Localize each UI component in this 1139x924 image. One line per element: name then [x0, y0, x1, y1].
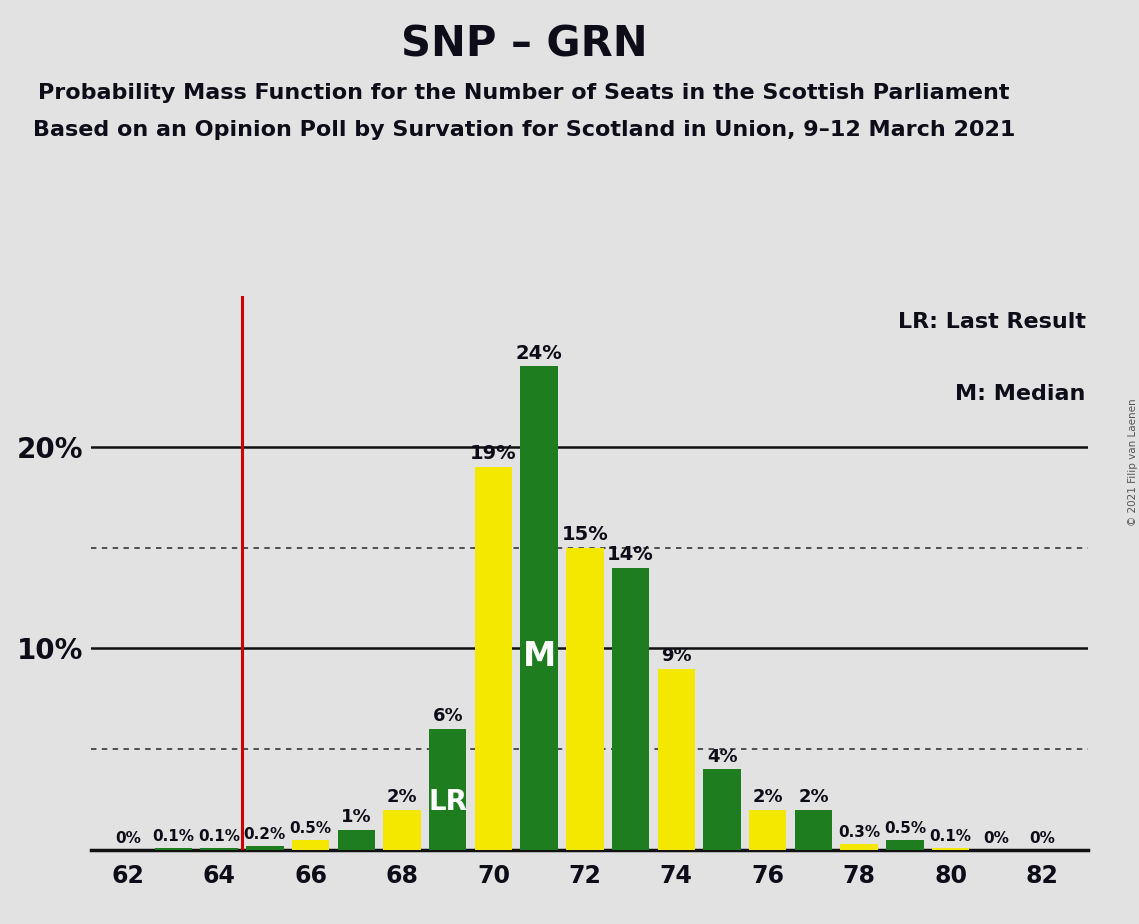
Bar — [292, 840, 329, 850]
Text: SNP – GRN: SNP – GRN — [401, 23, 647, 65]
Bar — [795, 809, 833, 850]
Bar — [200, 848, 238, 850]
Text: 0.1%: 0.1% — [153, 830, 195, 845]
Text: 0.2%: 0.2% — [244, 827, 286, 843]
Text: Based on an Opinion Poll by Survation for Scotland in Union, 9–12 March 2021: Based on an Opinion Poll by Survation fo… — [33, 120, 1015, 140]
Text: 6%: 6% — [433, 708, 464, 725]
Text: 14%: 14% — [607, 545, 654, 565]
Text: 0.5%: 0.5% — [884, 821, 926, 836]
Text: Probability Mass Function for the Number of Seats in the Scottish Parliament: Probability Mass Function for the Number… — [39, 83, 1009, 103]
Bar — [932, 848, 969, 850]
Bar — [703, 770, 740, 850]
Text: M: M — [523, 640, 556, 673]
Text: 0%: 0% — [983, 832, 1009, 846]
Text: 0.1%: 0.1% — [198, 830, 240, 845]
Text: LR: Last Result: LR: Last Result — [898, 312, 1085, 333]
Bar — [566, 548, 604, 850]
Text: 1%: 1% — [341, 808, 371, 826]
Bar — [337, 830, 375, 850]
Bar — [749, 809, 786, 850]
Text: 4%: 4% — [706, 748, 737, 766]
Text: LR: LR — [428, 787, 467, 816]
Text: 0.3%: 0.3% — [838, 825, 880, 841]
Text: M: Median: M: Median — [956, 384, 1085, 405]
Text: 0%: 0% — [115, 832, 140, 846]
Bar — [657, 669, 695, 850]
Text: 24%: 24% — [516, 344, 563, 362]
Text: 0.1%: 0.1% — [929, 830, 972, 845]
Bar — [429, 729, 467, 850]
Text: 0%: 0% — [1030, 832, 1055, 846]
Text: © 2021 Filip van Laenen: © 2021 Filip van Laenen — [1129, 398, 1138, 526]
Bar — [521, 366, 558, 850]
Text: 0.5%: 0.5% — [289, 821, 331, 836]
Text: 15%: 15% — [562, 525, 608, 544]
Bar — [155, 848, 192, 850]
Bar — [886, 840, 924, 850]
Bar — [475, 467, 513, 850]
Bar — [841, 844, 878, 850]
Text: 2%: 2% — [753, 788, 782, 806]
Text: 9%: 9% — [661, 647, 691, 665]
Text: 2%: 2% — [798, 788, 829, 806]
Bar — [383, 809, 420, 850]
Text: 19%: 19% — [470, 444, 517, 464]
Bar — [612, 568, 649, 850]
Bar — [246, 846, 284, 850]
Text: 2%: 2% — [386, 788, 417, 806]
